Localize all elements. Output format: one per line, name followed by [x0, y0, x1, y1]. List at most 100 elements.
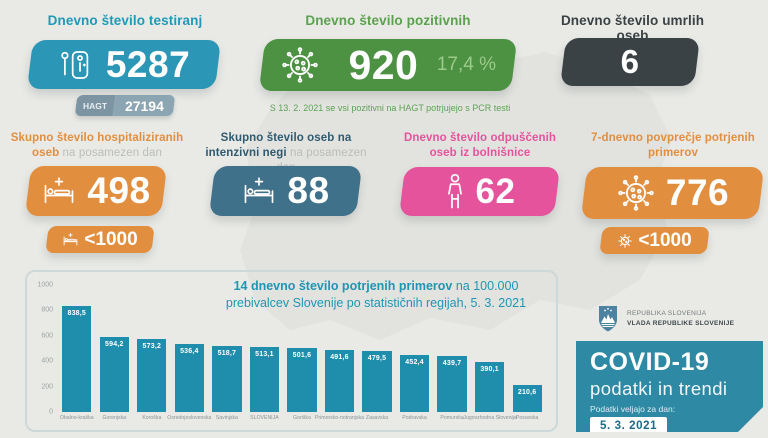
chart-bar-column: 491,6 Primorsko-notranjska [315, 285, 364, 421]
chart-bar: 390,1 [474, 362, 505, 412]
hagt-value: 27194 [124, 97, 164, 114]
chart-bar-column: 210,6 Posavska [508, 285, 546, 421]
bar-value-label: 210,6 [517, 389, 537, 397]
positives-note: S 13. 2. 2021 se vsi pozitivni na HAGT p… [269, 103, 511, 113]
chart-bar-column: 838,5 Obalno-kraška [58, 285, 96, 421]
bar-category-label: Goriška [293, 415, 311, 421]
bar-category-label: Zasavska [365, 415, 389, 421]
bar-category-label: Podravska [402, 415, 427, 421]
y-tick-label: 200 [41, 383, 53, 391]
bar-category-label: Pomurska [440, 415, 464, 421]
chart-bar: 491,6 [324, 349, 355, 412]
discharged-title: Dnevno število odpuščenih oseb iz bolniš… [403, 132, 557, 159]
bar-category-label: Primorsko-notranjska [314, 415, 364, 421]
deaths-value: 6 [620, 43, 640, 80]
slovenia-coat-of-arms-icon [597, 305, 619, 333]
chart-bar: 594,2 [99, 336, 129, 412]
y-tick-label: 0 [49, 408, 53, 416]
y-tick-label: 400 [41, 357, 53, 365]
y-tick-label: 1000 [37, 281, 53, 289]
chart-bar-column: 594,2 Gorenjska [96, 285, 134, 421]
bar-category-label: SLOVENIJA [250, 415, 279, 421]
chart-bar: 210,6 [512, 385, 542, 412]
hospital-bed-icon [41, 175, 77, 207]
tests-title: Dnevno število testiranj [47, 13, 203, 28]
discharged-value-box: 62 [398, 167, 561, 216]
hospitalized-threshold-box: <1000 [45, 226, 155, 253]
bar-category-label: Gorenjska [102, 415, 127, 421]
bar-value-label: 536,4 [180, 347, 199, 355]
virus-small-icon [617, 233, 633, 249]
chart-plot: 838,5 Obalno-kraška 594,2 Gorenjska 573,2 Kor… [58, 285, 546, 421]
avg7-threshold: <1000 [638, 229, 692, 251]
rapid-test-icon [58, 47, 96, 83]
positives-value-box: 920 17,4 % [258, 39, 518, 91]
bar-value-label: 594,2 [105, 340, 124, 348]
chart-bar-column: 501,6 Goriška [283, 285, 321, 421]
icu-value: 88 [287, 170, 330, 211]
chart-bar: 439,7 [437, 356, 467, 412]
person-icon [444, 173, 466, 211]
hospital-bed-icon [241, 175, 277, 207]
bar-value-label: 479,5 [367, 355, 387, 363]
chart-bar: 513,1 [249, 346, 280, 412]
chart-bar-column: 513,1 SLOVENIJA [246, 285, 284, 421]
deaths-value-box: 6 [560, 38, 700, 86]
bar-value-label: 501,6 [292, 352, 312, 360]
bar-category-label: Jugovzhodna Slovenija [463, 415, 517, 421]
bar-category-label: Koroška [142, 415, 162, 421]
gov-line2: VLADA REPUBLIKE SLOVENIJE [627, 320, 735, 328]
positives-percent: 17,4 % [436, 54, 496, 75]
bar-value-label: 439,7 [442, 360, 462, 368]
bar-value-label: 838,5 [67, 309, 87, 317]
y-tick-label: 600 [41, 332, 53, 340]
date-label: Podatki veljajo za dan: [590, 404, 676, 414]
chart-bar-column: 390,1 Jugovzhodna Slovenija [463, 285, 517, 421]
bar-category-label: Savinjska [215, 415, 238, 421]
chart-bar-column: 452,4 Podravska [396, 285, 434, 421]
avg7-threshold-box: <1000 [599, 227, 710, 254]
hospitalized-threshold: <1000 [84, 228, 138, 250]
chart-y-axis: 1000 800 600 400 200 0 [33, 281, 55, 416]
discharged-value: 62 [475, 171, 516, 211]
hagt-badge: HAGT 27194 [74, 95, 176, 116]
chart-title: 14 dnevno število potrjenih primerov na … [225, 279, 527, 311]
avg7-value-box: 776 [580, 167, 765, 219]
virus-icon [616, 173, 656, 213]
chart-bar: 518,7 [212, 346, 242, 412]
hospitalized-title: Skupno število hospitaliziranih oseb na … [10, 132, 184, 159]
hospitalized-value: 498 [87, 170, 151, 211]
icu-value-box: 88 [208, 166, 363, 216]
chart-bar-column: 439,7 Pomurska [433, 285, 471, 421]
covid-subtitle: podatki in trendi [590, 378, 728, 399]
date-value-badge: 5. 3. 2021 [590, 417, 667, 435]
avg7-value: 776 [665, 172, 730, 213]
bar-value-label: 390,1 [480, 366, 499, 374]
chart-bar: 573,2 [137, 339, 167, 412]
bar-category-label: Osrednjeslovenska [167, 415, 212, 421]
hospitalized-value-box: 498 [24, 166, 168, 216]
chart-bar-column: 479,5 Zasavska [358, 285, 396, 421]
regional-chart-panel: 14 dnevno število potrjenih primerov na … [25, 270, 558, 432]
chart-bar: 452,4 [399, 354, 430, 412]
bar-value-label: 491,6 [330, 353, 349, 361]
covid-title: COVID-19 [590, 348, 710, 376]
bar-value-label: 513,1 [255, 350, 274, 358]
bar-category-label: Posavska [515, 415, 539, 421]
positives-value: 920 [348, 41, 419, 88]
hospital-bed-small-icon [62, 232, 79, 247]
covid-info-box: COVID-19 podatki in trendi Podatki velja… [576, 341, 763, 432]
bar-value-label: 452,4 [405, 358, 424, 366]
chart-bar-column: 573,2 Koroška [133, 285, 171, 421]
positives-title: Dnevno število pozitivnih [305, 13, 471, 28]
tests-value-box: 5287 [26, 40, 222, 89]
avg7-title: 7-dnevno povprečje potrjenih primerov [591, 132, 755, 159]
tests-value: 5287 [105, 43, 191, 85]
virus-icon [280, 45, 320, 85]
hagt-label: HAGT [83, 100, 108, 111]
government-label: REPUBLIKA SLOVENIJA VLADA REPUBLIKE SLOV… [627, 309, 734, 329]
chart-bar: 479,5 [362, 351, 392, 412]
chart-bar: 501,6 [287, 348, 317, 412]
bar-value-label: 573,2 [142, 343, 162, 351]
